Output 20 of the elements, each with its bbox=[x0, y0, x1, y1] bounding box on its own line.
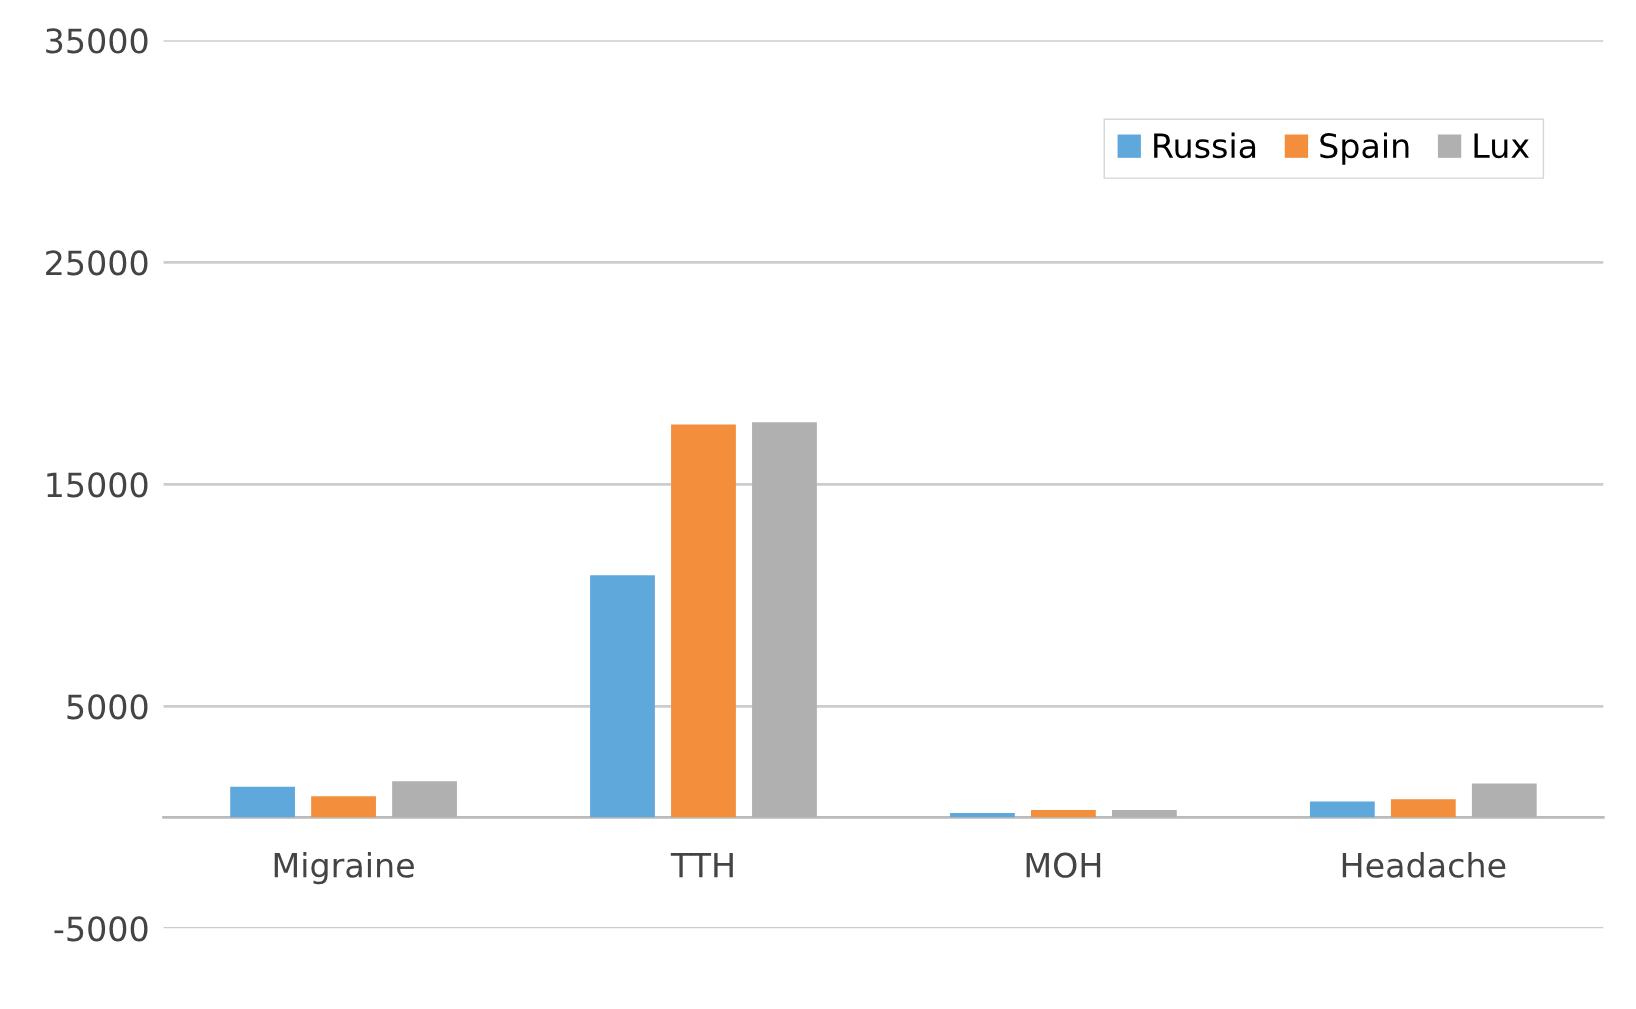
y-tick-label: 15000 bbox=[47, 472, 148, 498]
legend-label: Lux bbox=[1474, 133, 1529, 159]
bar bbox=[1309, 801, 1375, 818]
y-tick-label: -5000 bbox=[54, 916, 148, 942]
bar bbox=[950, 813, 1015, 818]
legend-label: Russia bbox=[1154, 132, 1256, 159]
y-tick-label: 5000 bbox=[67, 694, 148, 720]
x-tick-label: Headache bbox=[1342, 852, 1506, 878]
bar bbox=[311, 796, 376, 818]
bar bbox=[1390, 799, 1456, 818]
x-tick-label: TTH bbox=[670, 853, 733, 878]
y-tick-label: 25000 bbox=[46, 250, 148, 276]
legend-label: Spain bbox=[1320, 132, 1409, 165]
bar bbox=[590, 575, 655, 818]
y-tick-label: 35000 bbox=[46, 28, 148, 54]
bar bbox=[671, 424, 736, 818]
bar bbox=[1031, 809, 1096, 818]
x-tick-label: MOH bbox=[1026, 852, 1101, 878]
x-tick-label: Migraine bbox=[274, 852, 414, 885]
bar bbox=[230, 786, 295, 818]
